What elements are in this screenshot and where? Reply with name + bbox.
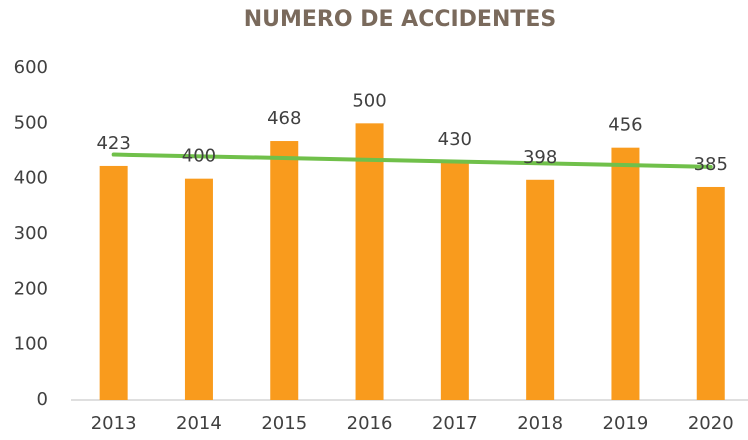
chart-title: NUMERO DE ACCIDENTES: [244, 7, 557, 32]
x-tick-label: 2019: [603, 413, 649, 434]
data-label: 400: [182, 146, 216, 167]
bar: [355, 123, 384, 400]
x-tick-label: 2020: [688, 413, 734, 434]
y-tick-label: 600: [14, 57, 48, 78]
data-label: 398: [523, 147, 557, 168]
x-tick-label: 2014: [176, 413, 222, 434]
x-tick-label: 2015: [261, 413, 307, 434]
data-label: 385: [694, 154, 728, 175]
bar: [184, 178, 213, 400]
y-tick-label: 200: [14, 278, 48, 299]
x-tick-label: 2017: [432, 413, 478, 434]
data-label: 500: [352, 90, 386, 111]
y-tick-label: 0: [37, 389, 48, 410]
x-tick-label: 2013: [91, 413, 137, 434]
bar: [99, 165, 128, 400]
bar: [270, 141, 299, 401]
data-label: 430: [438, 129, 472, 150]
y-tick-label: 500: [14, 112, 48, 133]
bar: [440, 162, 469, 400]
y-tick-label: 100: [14, 334, 48, 355]
trend-line: [111, 152, 713, 169]
x-tick-label: 2016: [347, 413, 393, 434]
y-tick-label: 300: [14, 223, 48, 244]
data-label: 456: [608, 115, 642, 136]
data-label: 423: [96, 133, 130, 154]
bar: [526, 179, 555, 400]
bar: [611, 147, 640, 400]
y-tick-label: 400: [14, 168, 48, 189]
x-tick-label: 2018: [517, 413, 563, 434]
bar: [696, 186, 725, 400]
data-label: 468: [267, 108, 301, 129]
